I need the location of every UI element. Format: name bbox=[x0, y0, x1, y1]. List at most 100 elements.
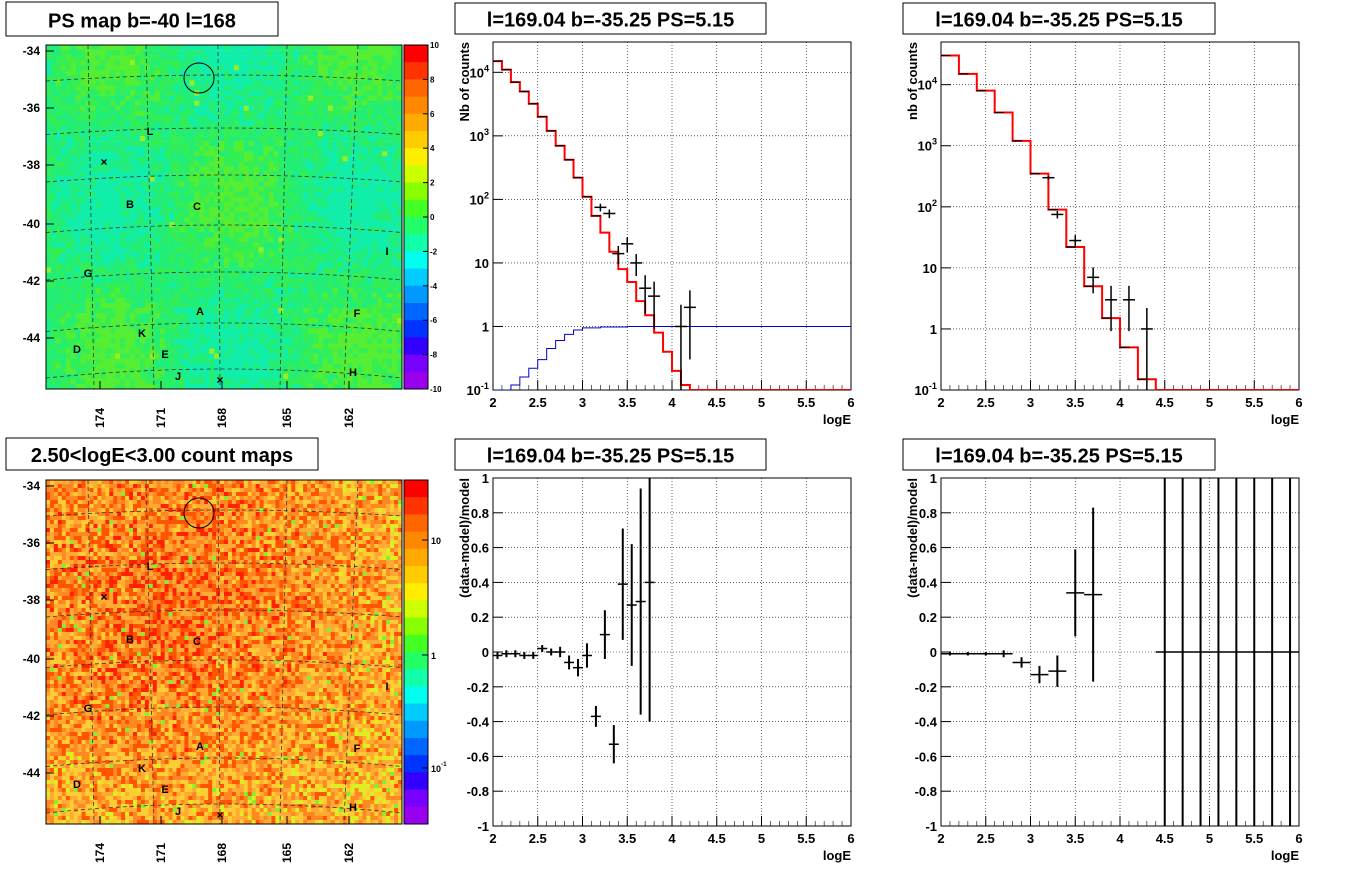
count_map-source-label: L bbox=[147, 561, 154, 573]
ps_map-y-tick-label: -42 bbox=[23, 274, 41, 288]
count-map-title-box bbox=[5, 437, 319, 471]
residual_left-x-tick-label: 2.5 bbox=[529, 831, 547, 846]
count_map-lat-line bbox=[45, 706, 403, 716]
ps_map-colorbar-tick-label: 10 bbox=[430, 41, 439, 50]
ps_map-x-tick-label: 168 bbox=[215, 408, 229, 428]
spectrum_right-x-tick-label: 5.5 bbox=[1245, 395, 1263, 410]
residual_right-x-tick-label: 3 bbox=[1027, 831, 1034, 846]
residual_right-x-tick-label: 3.5 bbox=[1066, 831, 1084, 846]
residual_left-x-tick-label: 6 bbox=[847, 831, 854, 846]
ps_map-colorbar-tick-label: -10 bbox=[430, 385, 442, 394]
count_map-lon-line bbox=[217, 479, 221, 825]
residual_left-y-tick-label: -1 bbox=[477, 819, 489, 834]
spectrum_left-x-tick-label: 5.5 bbox=[797, 395, 815, 410]
spectrum_right-x-tick-label: 3 bbox=[1027, 395, 1034, 410]
spectrum_left-x-tick-label: 2 bbox=[489, 395, 496, 410]
count_map-y-tick-label: -44 bbox=[23, 766, 41, 780]
count_map-y-tick-label: -34 bbox=[23, 479, 41, 493]
count_map-source-label: J bbox=[175, 806, 181, 818]
count_map-lon-line bbox=[279, 479, 288, 825]
ps_map-lon-line bbox=[217, 44, 221, 390]
residual_right-y-tick-label: -0.8 bbox=[915, 784, 937, 799]
residual_right-x-tick-label: 2 bbox=[937, 831, 944, 846]
count_map-y-tick-label: -40 bbox=[23, 652, 41, 666]
count_map-source-label: G bbox=[84, 703, 93, 715]
ps_map-colorbar-tick-label: -8 bbox=[430, 351, 438, 360]
spectrum-left-title: l=169.04 b=-35.25 PS=5.15 bbox=[487, 9, 734, 31]
spectrum_left-y-tick-label: 104 bbox=[469, 63, 489, 80]
ps_map-colorbar-tick-label: -2 bbox=[430, 247, 438, 256]
count_map-source-label: A bbox=[196, 741, 204, 753]
spectrum_right-x-tick-label: 3.5 bbox=[1066, 395, 1084, 410]
ps_map-lon-line bbox=[87, 44, 95, 390]
residual_right-y-tick-label: 0.8 bbox=[919, 506, 937, 521]
residual_left-y-tick-label: 1 bbox=[482, 471, 489, 486]
spectrum_left-y-axis-label: Nb of counts bbox=[457, 42, 472, 121]
spectrum_left-y-tick-label: 10 bbox=[475, 256, 489, 271]
spectrum-right-title-box bbox=[902, 2, 1216, 35]
residual_left-y-tick-label: -0.4 bbox=[467, 715, 490, 730]
spectrum-left-title-box bbox=[454, 2, 767, 35]
residual-right-title: l=169.04 b=-35.25 PS=5.15 bbox=[935, 445, 1182, 467]
spectrum_right-x-tick-label: 5 bbox=[1206, 395, 1213, 410]
spectrum_left-y-tick-label: 103 bbox=[469, 127, 489, 144]
count_map-colorbar-tick-label: 10-1 bbox=[431, 761, 447, 774]
ps_map-lat-line bbox=[45, 368, 403, 379]
residual_right-x-tick-label: 6 bbox=[1295, 831, 1302, 846]
ps_map-source-label: I bbox=[385, 246, 388, 258]
count_map-lon-line bbox=[343, 479, 359, 825]
ps_map-lat-line bbox=[45, 224, 403, 233]
spectrum_left-x-tick-label: 3.5 bbox=[618, 395, 636, 410]
residual_right-x-axis-label: logE bbox=[1271, 848, 1299, 863]
residual_left-y-tick-label: -0.8 bbox=[467, 784, 489, 799]
ps_map-source-label: A bbox=[196, 306, 204, 318]
residual_right-y-tick-label: 0 bbox=[930, 645, 937, 660]
count_map-lat-line bbox=[45, 659, 403, 668]
count_map-source-label: B bbox=[126, 634, 134, 646]
count_map-lon-line bbox=[87, 479, 95, 825]
count_map-x-tick-label: 171 bbox=[154, 843, 168, 863]
spectrum_right-y-axis-label: nb of counts bbox=[905, 42, 920, 120]
count_map-source-label: D bbox=[73, 779, 81, 791]
spectrum_left-y-tick-label: 102 bbox=[469, 190, 489, 207]
residual_right-x-tick-label: 4 bbox=[1116, 831, 1124, 846]
residual_left-panel: 2 2.5 3 3.5 4 4.5 5 5.5 6 1 0.8 0.6 0.4 0.2 0 -0.2 -0.4 -… bbox=[457, 471, 855, 863]
spectrum_left-panel: 2 2.5 3 3.5 4 4.5 5 5.5 610410310210110-1logENb … bbox=[457, 41, 855, 427]
ps_map-target-circle bbox=[183, 62, 215, 94]
spectrum_right-y-tick-label: 10-1 bbox=[914, 381, 937, 398]
residual_right-y-tick-label: 0.4 bbox=[919, 575, 938, 590]
residual_left-x-tick-label: 3 bbox=[579, 831, 586, 846]
residual_left-y-axis-label: (data-model)/model bbox=[457, 478, 472, 598]
count_map-colorbar-tick-label: 1 bbox=[431, 651, 436, 661]
count_map-cross-marker: × bbox=[216, 808, 223, 822]
count_map-source-label: F bbox=[354, 743, 361, 755]
ps_map-cells bbox=[46, 45, 403, 390]
ps_map-colorbar: 10 8 6 4 2 0 -2 -4 -6 -8 -10 bbox=[403, 41, 442, 394]
residual_left-plot-area bbox=[493, 478, 655, 764]
spectrum_left-x-axis-label: logE bbox=[823, 412, 851, 427]
residual_left-x-tick-label: 4.5 bbox=[708, 831, 726, 846]
count_map-cells bbox=[46, 480, 403, 825]
spectrum_right-x-tick-label: 4 bbox=[1116, 395, 1124, 410]
spectrum_left-y-tick-label: 1 bbox=[482, 319, 489, 334]
spectrum_left-x-tick-label: 5 bbox=[758, 395, 765, 410]
ps_map-x-tick-label: 165 bbox=[280, 408, 294, 428]
ps-map-title-box bbox=[5, 1, 279, 37]
spectrum_right-plot-area bbox=[941, 54, 1299, 390]
ps_map-y-tick-label: -44 bbox=[23, 331, 41, 345]
spectrum_right-y-tick-label: 10 bbox=[923, 261, 937, 276]
ps_map-coord-grid bbox=[45, 44, 403, 390]
ps-map-title: PS map b=-40 l=168 bbox=[48, 11, 236, 33]
spectrum_left-grid bbox=[492, 42, 852, 391]
count_map-lon-line bbox=[145, 479, 155, 825]
spectrum_right-y-tick-label: 1 bbox=[930, 322, 937, 337]
spectrum_right-x-tick-label: 4.5 bbox=[1156, 395, 1174, 410]
residual_right-y-tick-label: 1 bbox=[930, 471, 937, 486]
ps_map-lat-line bbox=[45, 174, 403, 183]
ps_map-source-label: F bbox=[354, 308, 361, 320]
count_map-lat-line bbox=[45, 609, 403, 618]
residual_right-y-tick-label: -0.2 bbox=[915, 680, 937, 695]
ps_map-lat-line bbox=[45, 271, 403, 281]
count_map-x-tick-label: 165 bbox=[280, 843, 294, 863]
